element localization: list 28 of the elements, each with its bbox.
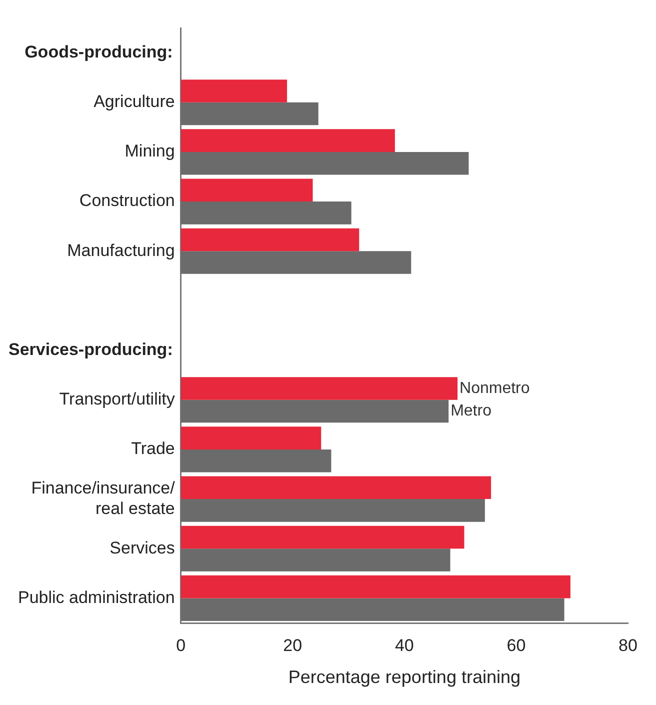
bar	[180, 526, 464, 549]
y-tick-label: Public administration	[18, 588, 175, 607]
y-tick-label: Finance/insurance/ real estate	[31, 478, 176, 518]
bar	[180, 80, 288, 102]
x-tick-label: 20	[283, 636, 302, 655]
x-axis-title: Percentage reporting training	[288, 667, 521, 688]
bar	[180, 575, 570, 598]
bar	[180, 476, 492, 500]
y-tick-label: Construction	[79, 191, 175, 210]
text: Services-producing:	[8, 340, 173, 359]
series-label: Metro	[450, 402, 492, 420]
y-tick-label: Transport/utility	[59, 390, 176, 409]
x-tick-label: 60	[506, 636, 526, 655]
x-tick-label: 0	[176, 636, 186, 655]
series-label: Nonmetro	[460, 380, 530, 397]
x-tick-label: 40	[394, 636, 414, 655]
x-tick-label: 80	[618, 636, 638, 655]
bar	[180, 129, 395, 152]
y-tick-label: Trade	[131, 439, 175, 458]
bar	[180, 228, 360, 252]
y-tick-label: Agriculture	[94, 92, 175, 112]
y-tick-label: Mining	[124, 142, 175, 161]
y-tick-label: Manufacturing	[67, 240, 175, 260]
bar	[180, 426, 322, 450]
text: Goods-producing:	[24, 42, 173, 62]
bar	[180, 377, 458, 400]
bar	[180, 178, 313, 202]
y-tick-label: Services	[110, 538, 175, 558]
